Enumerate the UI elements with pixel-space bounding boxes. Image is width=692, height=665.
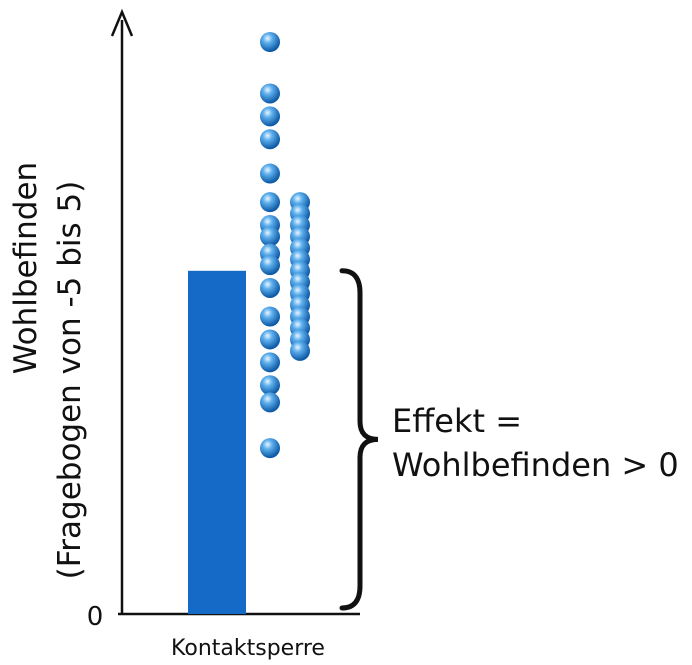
data-point bbox=[260, 306, 280, 327]
data-point bbox=[260, 255, 280, 276]
effect-brace bbox=[339, 268, 379, 611]
data-point bbox=[260, 163, 280, 184]
y-axis-label-line2: (Fragebogen von -5 bis 5) bbox=[52, 181, 88, 580]
bars bbox=[188, 270, 246, 614]
annotation-line2: Wohlbefinden > 0 bbox=[392, 446, 679, 484]
data-point bbox=[260, 375, 280, 396]
data-point bbox=[260, 192, 280, 213]
data-point bbox=[260, 129, 280, 150]
data-point bbox=[260, 438, 280, 459]
data-point bbox=[260, 352, 280, 373]
data-point bbox=[260, 32, 280, 52]
y-axis-arrow-icon bbox=[110, 8, 134, 37]
data-points bbox=[260, 32, 310, 459]
y-tick-label-zero: 0 bbox=[87, 602, 104, 632]
data-point bbox=[260, 329, 280, 350]
data-point bbox=[260, 277, 280, 298]
bar-kontaktsperre bbox=[188, 270, 246, 614]
data-point bbox=[260, 226, 280, 247]
annotation-line1: Effekt = bbox=[392, 402, 522, 440]
x-category-label: Kontaktsperre bbox=[171, 636, 325, 661]
data-point bbox=[260, 392, 280, 413]
data-point bbox=[290, 340, 310, 361]
y-axis-label-line1: Wohlbefinden bbox=[8, 162, 44, 374]
data-point bbox=[260, 106, 280, 127]
data-point bbox=[260, 83, 280, 104]
